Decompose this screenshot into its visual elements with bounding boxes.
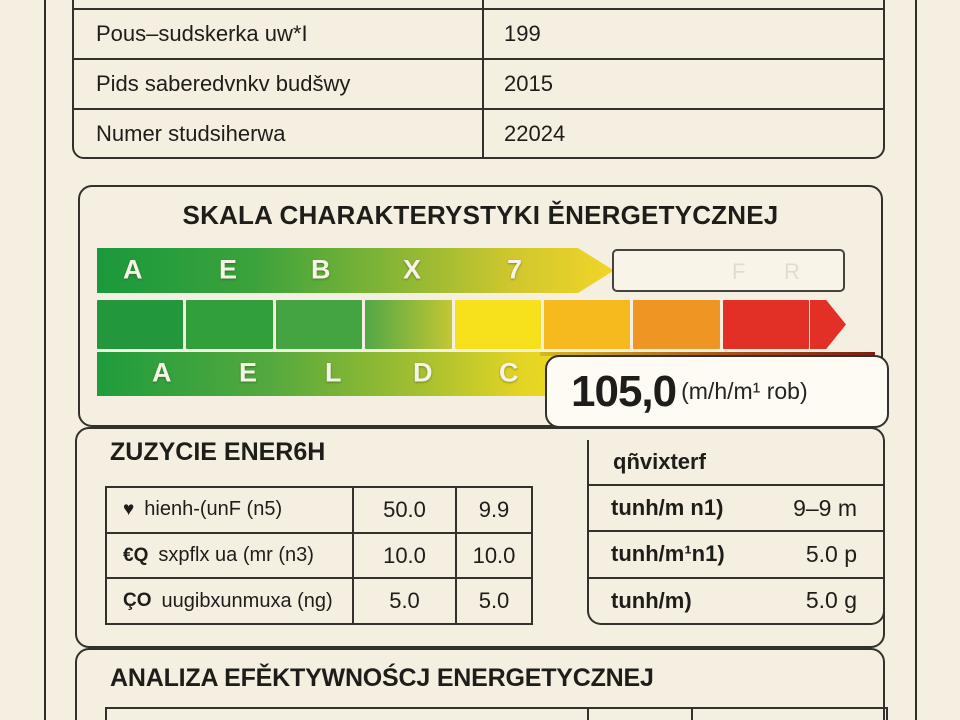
table-row: €Q sxpflx ua (mr (n3) 10.0 10.0: [107, 531, 531, 578]
scale-bar-segments: [97, 300, 809, 349]
segment-b: [186, 300, 273, 349]
segment-g: [633, 300, 720, 349]
table-cell: [693, 709, 886, 720]
row-value: [484, 0, 883, 8]
page-border-left: [44, 0, 46, 720]
row-label: tunh/m): [611, 587, 692, 613]
segment-f: [543, 300, 631, 349]
segment-e: [454, 300, 541, 349]
consumption-title: ZUZYCIE ENER6H: [110, 438, 326, 466]
row-value: 22024: [504, 121, 566, 146]
row-label: [74, 0, 484, 8]
row-label: tunh/m¹n1): [611, 541, 725, 567]
rating-value: 105,0: [571, 366, 677, 416]
scale-letter: L: [325, 357, 342, 388]
scale-letter: B: [311, 253, 331, 284]
scale-letter: E: [239, 357, 258, 388]
row-value: 2015: [504, 71, 553, 96]
row-label-text: sxpflx ua (mr (n3): [158, 544, 314, 566]
table-row: Pids saberedvnkv budšwy 2015: [74, 58, 883, 108]
segment-a: [97, 300, 184, 349]
table-row: ♥ hienh-(unF (n5) 50.0 9.9: [107, 488, 531, 532]
table-row: tunh/m n1) 9–9 m: [589, 486, 883, 533]
energy-scale-title: SKALA CHARAKTERYSTYKI ĚNERGETYCZNEJ: [182, 200, 779, 230]
building-info-table: Pous–sudskerka uw*I 199 Pids saberedvnkv…: [72, 0, 885, 159]
row-label: ♥ hienh-(unF (n5): [107, 488, 354, 532]
scale-letter: X: [403, 253, 422, 284]
row-value-1: 10.0: [354, 533, 457, 578]
scale-pointer-line: [540, 352, 875, 356]
rating-unit: (m/h/m¹ rob): [681, 378, 808, 404]
row-value-2: 9.9: [478, 496, 510, 522]
scale-letter: C: [499, 357, 519, 388]
scale-letter: A: [123, 253, 143, 284]
row-value-1: 5.0: [354, 579, 457, 624]
scale-letter: D: [413, 357, 433, 388]
row-label-text: uugibxunmuxa (ng): [161, 589, 333, 612]
scale-letter: A: [152, 357, 172, 388]
ghost-mark: R: [784, 259, 800, 284]
indicators-box: qñvixterf tunh/m n1) 9–9 m tunh/m¹n1) 5.…: [587, 440, 885, 625]
row-value: 9–9 m: [793, 494, 857, 521]
energy-scale-section: [78, 185, 883, 427]
segment-h: [722, 300, 809, 349]
table-row: ÇO uugibxunmuxa (ng) 5.0 5.0: [107, 577, 531, 624]
analysis-table: [105, 707, 888, 720]
ghost-mark: F: [732, 259, 746, 284]
page-border-right: [915, 0, 917, 720]
analysis-section: [75, 648, 885, 720]
table-row: Pous–sudskerka uw*I 199: [74, 8, 883, 58]
row-value-2: 10.0: [472, 542, 516, 568]
row-label: ÇO uugibxunmuxa (ng): [107, 579, 354, 624]
row-label: Pous–sudskerka uw*I: [74, 10, 484, 58]
table-row: Numer studsiherwa 22024: [74, 108, 883, 158]
scale-letter: E: [219, 253, 238, 284]
co-icon: ÇO: [123, 590, 152, 612]
scale-bar-gradient-bottom: A E L D C: [97, 352, 597, 396]
table-cell: [107, 709, 589, 720]
scale-bar-gradient-top: A E B X 7: [97, 248, 614, 293]
analysis-title: ANALIZA EFĚKTYWNOŚCJ ENERGETYCZNEJ: [110, 664, 654, 692]
table-row: tunh/m) 5.0 g: [589, 579, 883, 623]
row-value: 5.0 g: [805, 587, 857, 614]
heart-icon: ♥: [123, 498, 135, 520]
row-label-text: hienh-(unF (n5): [144, 498, 283, 521]
row-value-1: 50.0: [354, 488, 457, 532]
consumption-table: ♥ hienh-(unF (n5) 50.0 9.9 €Q sxpflx ua …: [105, 486, 533, 625]
row-label: tunh/m n1): [611, 495, 724, 521]
segment-c: [275, 300, 363, 349]
indicators-title: qñvixterf: [589, 440, 883, 486]
energy-rating-box: 105,0 (m/h/m¹ rob): [545, 355, 889, 428]
table-row-partial: [74, 0, 883, 8]
row-label: Numer studsiherwa: [74, 110, 484, 158]
segment-d: [365, 300, 452, 349]
row-label: Pids saberedvnkv budšwy: [74, 60, 484, 108]
scale-letter: 7: [507, 253, 523, 284]
row-label: €Q sxpflx ua (mr (n3): [107, 533, 354, 578]
rating-empty-field: F R: [612, 249, 845, 292]
row-value-2: 5.0: [478, 588, 510, 614]
row-value: 5.0 p: [805, 540, 857, 567]
row-value: 199: [504, 21, 541, 46]
table-row: tunh/m¹n1) 5.0 p: [589, 532, 883, 579]
eq-icon: €Q: [123, 544, 149, 566]
table-cell: [589, 709, 693, 720]
